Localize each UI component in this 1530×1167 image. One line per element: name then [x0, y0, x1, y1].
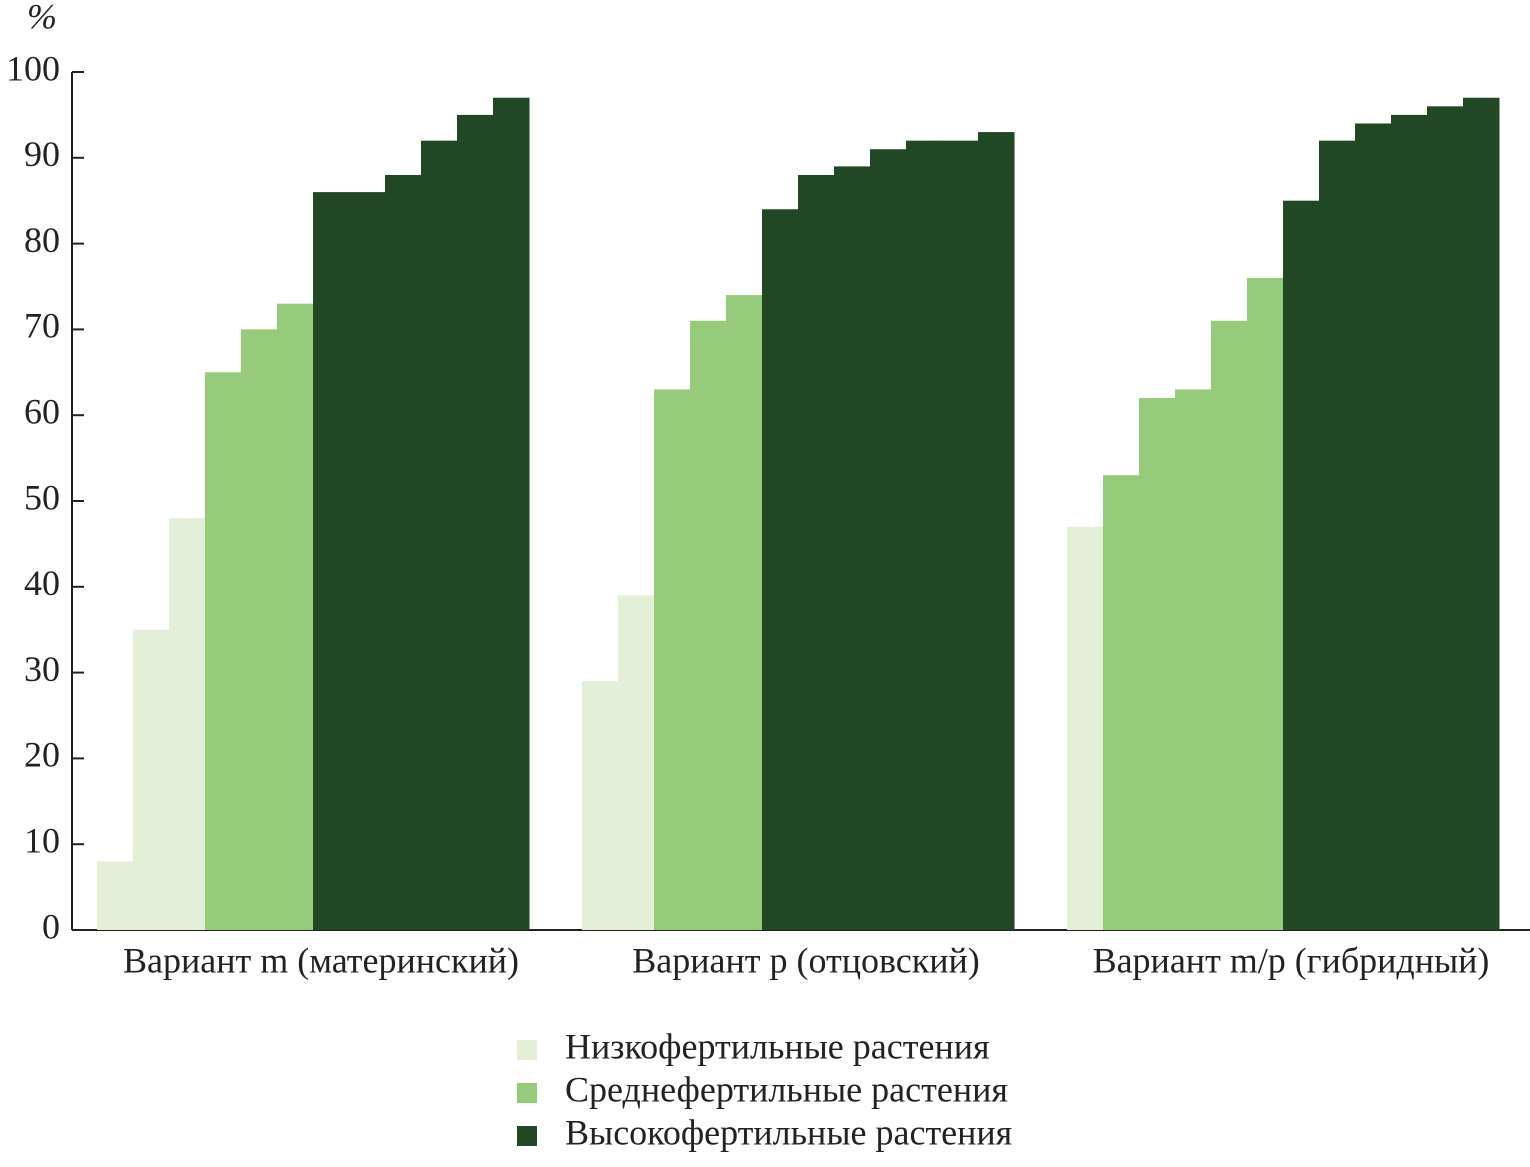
bar [241, 329, 278, 930]
bar [690, 320, 727, 930]
bar [654, 389, 691, 931]
y-tick-label: 100 [6, 48, 60, 88]
bar [1283, 200, 1320, 930]
bar [582, 681, 619, 930]
bar [1319, 140, 1356, 930]
legend-swatch [517, 1126, 537, 1146]
bar [762, 209, 799, 930]
bar [1175, 389, 1212, 931]
bar [1391, 114, 1428, 930]
y-tick-label: 20 [24, 735, 60, 775]
bar [385, 174, 422, 930]
bar [1247, 277, 1284, 930]
y-tick-label: 90 [24, 134, 60, 174]
bar [726, 295, 763, 931]
bar [313, 192, 350, 930]
bar [906, 140, 943, 930]
bar [618, 595, 655, 930]
bar [1067, 526, 1104, 930]
legend-label: Среднефертильные растения [565, 1069, 1008, 1109]
bar [169, 518, 206, 930]
x-tick-label: Вариант m (материнский) [123, 940, 519, 980]
legend-swatch [517, 1083, 537, 1103]
y-tick-label: 40 [24, 563, 60, 603]
y-tick-label: 50 [24, 477, 60, 517]
bar [1103, 475, 1140, 930]
legend-label: Высокофертильные растения [565, 1112, 1012, 1152]
bar [1139, 398, 1176, 930]
y-tick-label: 70 [24, 306, 60, 346]
bar [277, 303, 314, 930]
y-tick-label: 0 [42, 906, 60, 946]
bar [421, 140, 458, 930]
bar [942, 140, 979, 930]
bar [133, 629, 170, 930]
bar [1355, 123, 1392, 931]
y-tick-label: 60 [24, 391, 60, 431]
bar [978, 132, 1015, 930]
bar [1427, 106, 1464, 930]
y-axis-label: % [27, 0, 57, 36]
y-tick-label: 80 [24, 220, 60, 260]
legend-label: Низкофертильные растения [565, 1026, 990, 1066]
y-tick-label: 10 [24, 820, 60, 860]
x-tick-label: Вариант p (отцовский) [632, 940, 980, 980]
bar [349, 192, 386, 930]
legend-swatch [517, 1040, 537, 1060]
bar [1463, 97, 1500, 931]
y-tick-label: 30 [24, 649, 60, 689]
bar [834, 166, 871, 930]
bar [457, 114, 494, 930]
bar [1211, 320, 1248, 930]
bar [870, 149, 907, 931]
bar [798, 174, 835, 930]
bar [493, 97, 530, 931]
bar [205, 372, 242, 930]
bar [97, 861, 134, 930]
x-tick-label: Вариант m/p (гибридный) [1093, 940, 1490, 980]
